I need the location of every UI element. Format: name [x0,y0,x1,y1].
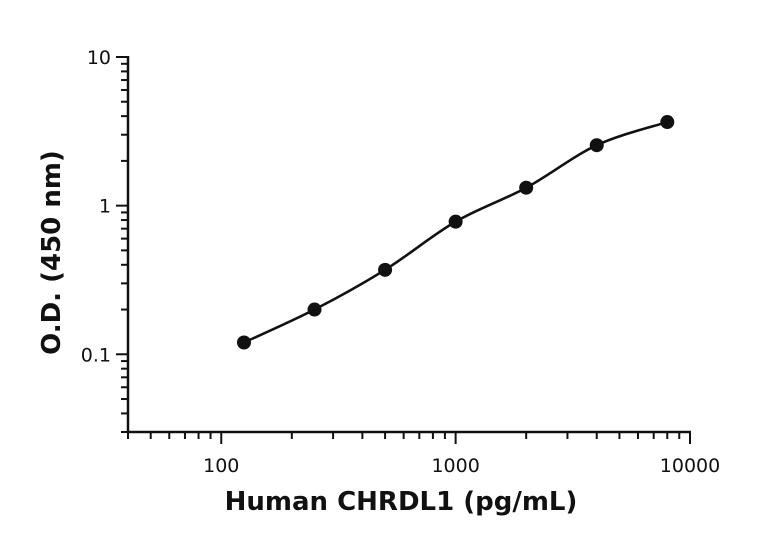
y-axis-title: O.D. (450 nm) [37,150,67,355]
data-point [448,214,463,229]
data-point [378,262,393,277]
fit-curve [243,120,668,344]
tick-labels: 0.1 1 10 100 1000 10000 [81,47,720,477]
x-axis-title: Human CHRDL1 (pg/mL) [225,487,578,517]
y-tick-label: 1 [99,196,111,218]
x-tick-label: 100 [203,455,239,477]
axes [126,56,691,434]
data-point [236,335,251,350]
y-tick-label: 0.1 [81,344,111,366]
data-point [589,138,604,153]
data-point [519,180,534,195]
y-tick-label: 10 [87,47,111,69]
x-tick-label: 1000 [431,455,479,477]
ticks [116,56,691,444]
data-point [307,302,322,317]
data-point [660,115,675,130]
x-tick-label: 10000 [660,455,720,477]
data-points [236,115,675,350]
